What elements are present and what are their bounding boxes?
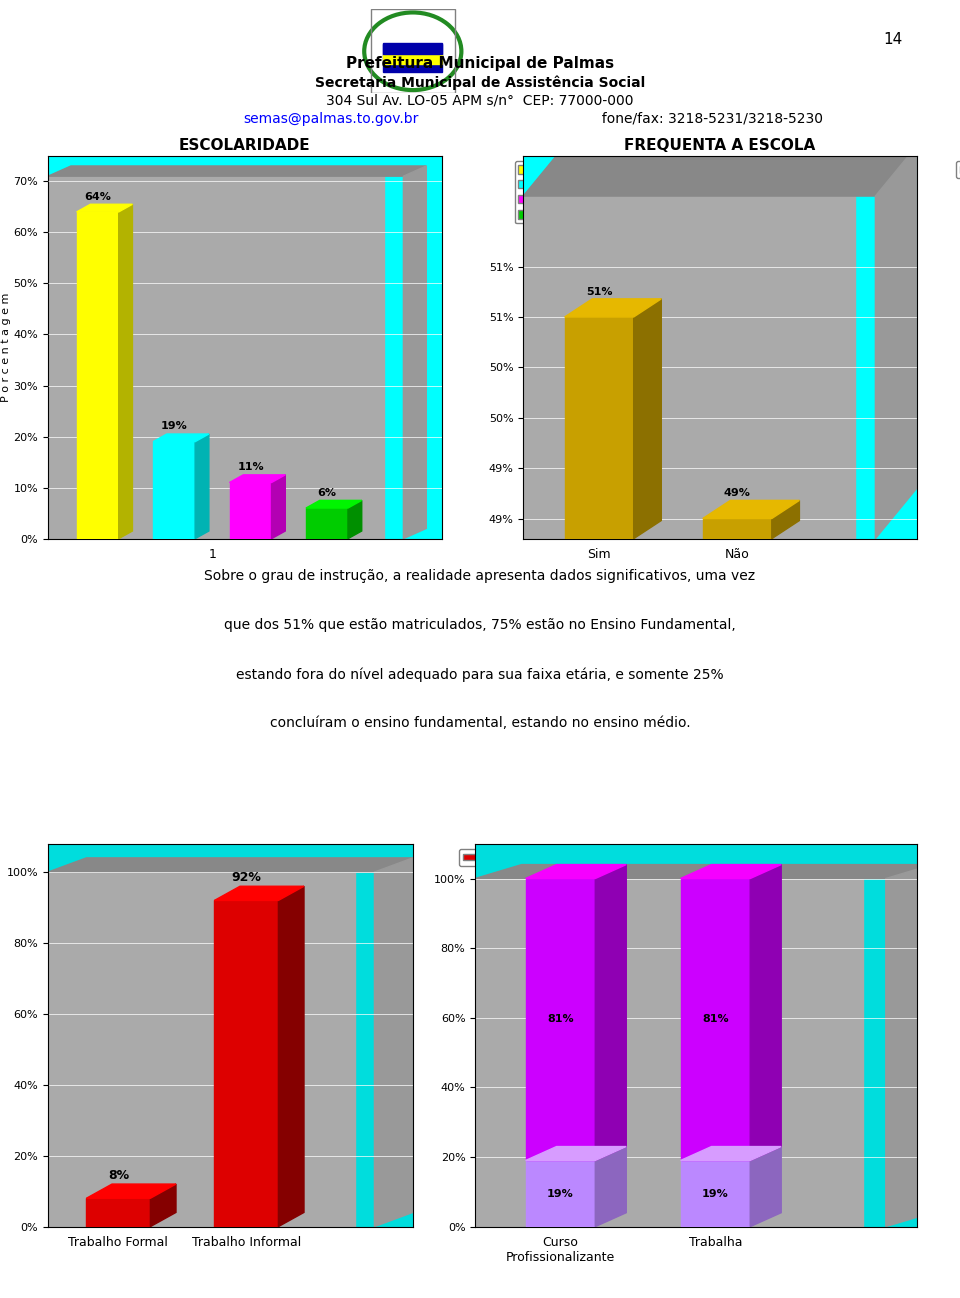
Polygon shape: [48, 858, 413, 872]
Bar: [383, 44, 443, 53]
Bar: [523, 196, 854, 539]
Polygon shape: [564, 299, 661, 317]
Polygon shape: [374, 858, 413, 1227]
Polygon shape: [750, 864, 781, 1160]
Legend: Série1: Série1: [956, 161, 960, 178]
Polygon shape: [772, 500, 800, 539]
Text: 92%: 92%: [231, 871, 261, 884]
Polygon shape: [86, 1184, 176, 1198]
Text: estando fora do nível adequado para sua faixa etária, e somente 25%: estando fora do nível adequado para sua …: [236, 667, 724, 681]
Polygon shape: [272, 475, 285, 539]
Bar: [214, 901, 278, 1227]
Polygon shape: [278, 887, 304, 1227]
Polygon shape: [229, 475, 285, 483]
Legend: Série1: Série1: [459, 849, 525, 866]
Polygon shape: [77, 204, 132, 212]
Bar: [48, 177, 384, 539]
Text: Sobre o grau de instrução, a realidade apresenta dados significativos, uma vez: Sobre o grau de instrução, a realidade a…: [204, 569, 756, 583]
Polygon shape: [595, 1146, 626, 1227]
Polygon shape: [523, 145, 917, 196]
Text: 11%: 11%: [237, 462, 264, 472]
Polygon shape: [525, 864, 626, 879]
Polygon shape: [306, 501, 362, 508]
Text: 6%: 6%: [318, 488, 336, 498]
Polygon shape: [119, 204, 132, 539]
Text: que dos 51% que estão matriculados, 75% estão no Ensino Fundamental,: que dos 51% que estão matriculados, 75% …: [224, 618, 736, 632]
Bar: [229, 483, 272, 539]
Text: 8%: 8%: [108, 1169, 129, 1182]
Text: 81%: 81%: [547, 1015, 574, 1024]
Polygon shape: [48, 166, 426, 177]
Polygon shape: [886, 864, 932, 1227]
Text: semas@palmas.to.gov.br: semas@palmas.to.gov.br: [244, 112, 419, 126]
Text: concluíram o ensino fundamental, estando no ensino médio.: concluíram o ensino fundamental, estando…: [270, 716, 690, 731]
Bar: [525, 1160, 595, 1227]
Text: 19%: 19%: [702, 1189, 729, 1198]
Bar: [681, 1160, 750, 1227]
Bar: [703, 518, 772, 539]
Text: 49%: 49%: [724, 488, 751, 498]
Text: 304 Sul Av. LO-05 APM s/n°  CEP: 77000-000: 304 Sul Av. LO-05 APM s/n° CEP: 77000-00…: [326, 93, 634, 108]
Bar: [681, 879, 750, 1160]
Title: FREQUENTA A ESCOLA: FREQUENTA A ESCOLA: [624, 138, 816, 153]
Polygon shape: [525, 1146, 626, 1160]
Text: Secretaria Municipal de Assistência Social: Secretaria Municipal de Assistência Soci…: [315, 75, 645, 90]
Polygon shape: [703, 500, 800, 518]
Polygon shape: [681, 1146, 781, 1160]
Legend: Ensino Fundamental, Ensino Médio, EJA Fundamental, EJA Médio: Ensino Fundamental, Ensino Médio, EJA Fu…: [515, 161, 641, 223]
Bar: [564, 317, 634, 539]
Polygon shape: [348, 501, 362, 539]
Polygon shape: [876, 145, 917, 539]
Bar: [306, 508, 348, 539]
Text: 19%: 19%: [547, 1189, 574, 1198]
Polygon shape: [151, 1184, 176, 1227]
Y-axis label: P o r c e n t a g e m: P o r c e n t a g e m: [1, 292, 11, 402]
Polygon shape: [153, 434, 209, 441]
Polygon shape: [475, 864, 932, 879]
Bar: [77, 212, 119, 539]
Bar: [383, 53, 443, 64]
Bar: [153, 441, 195, 539]
Bar: [525, 879, 595, 1160]
Polygon shape: [214, 887, 304, 901]
Polygon shape: [403, 166, 426, 539]
Text: 19%: 19%: [160, 422, 187, 431]
Text: Prefeitura Municipal de Palmas: Prefeitura Municipal de Palmas: [346, 56, 614, 71]
Polygon shape: [681, 864, 781, 879]
Polygon shape: [634, 299, 661, 539]
Text: 64%: 64%: [84, 192, 111, 201]
Bar: [48, 872, 355, 1227]
Bar: [383, 43, 443, 73]
Text: fone/fax: 3218-5231/3218-5230: fone/fax: 3218-5231/3218-5230: [593, 112, 824, 126]
Polygon shape: [750, 1146, 781, 1227]
Bar: [475, 879, 863, 1227]
Bar: [371, 9, 455, 93]
Text: 14: 14: [883, 32, 902, 48]
Polygon shape: [195, 434, 209, 539]
Text: 51%: 51%: [586, 287, 612, 297]
Text: 81%: 81%: [702, 1015, 729, 1024]
Polygon shape: [595, 864, 626, 1160]
Title: ESCOLARIDADE: ESCOLARIDADE: [179, 138, 311, 153]
Bar: [86, 1198, 151, 1227]
